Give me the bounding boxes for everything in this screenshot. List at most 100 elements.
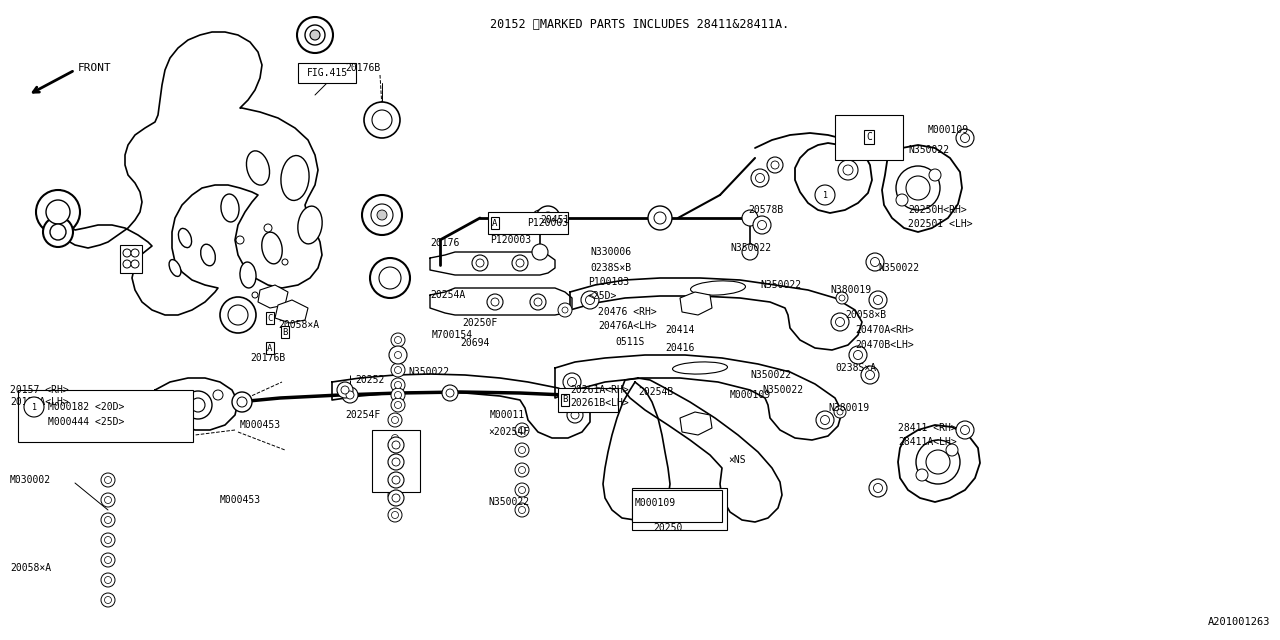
Circle shape: [838, 295, 845, 301]
Circle shape: [512, 255, 529, 271]
Text: A201001263: A201001263: [1207, 617, 1270, 627]
Text: 20414: 20414: [666, 325, 694, 335]
Ellipse shape: [169, 260, 180, 276]
Circle shape: [101, 593, 115, 607]
Circle shape: [865, 371, 874, 380]
Text: 1: 1: [32, 403, 37, 412]
Circle shape: [956, 129, 974, 147]
Circle shape: [767, 157, 783, 173]
Circle shape: [916, 440, 960, 484]
Circle shape: [869, 291, 887, 309]
Circle shape: [849, 346, 867, 364]
Circle shape: [46, 200, 70, 224]
Circle shape: [105, 536, 111, 543]
Text: 0238S×B: 0238S×B: [590, 263, 631, 273]
Ellipse shape: [280, 156, 308, 200]
Circle shape: [820, 415, 829, 424]
Circle shape: [869, 479, 887, 497]
Circle shape: [476, 259, 484, 267]
Text: 1: 1: [823, 191, 827, 200]
Circle shape: [101, 493, 115, 507]
Circle shape: [650, 496, 675, 520]
Text: M700154: M700154: [433, 330, 474, 340]
Circle shape: [388, 454, 404, 470]
Text: 20250F: 20250F: [462, 318, 497, 328]
Text: 20058×A: 20058×A: [278, 320, 319, 330]
Circle shape: [392, 476, 401, 484]
Circle shape: [394, 351, 402, 358]
Circle shape: [657, 502, 668, 514]
Circle shape: [534, 298, 541, 306]
Circle shape: [123, 260, 131, 268]
Circle shape: [896, 194, 908, 206]
Circle shape: [541, 212, 554, 224]
Circle shape: [392, 417, 398, 424]
Circle shape: [237, 397, 247, 407]
Text: 20694: 20694: [460, 338, 489, 348]
Circle shape: [282, 259, 288, 265]
Text: 20250: 20250: [653, 523, 682, 533]
Circle shape: [563, 373, 581, 391]
Circle shape: [394, 337, 402, 344]
Circle shape: [518, 447, 526, 454]
Text: 20254F: 20254F: [346, 410, 380, 420]
Circle shape: [896, 166, 940, 210]
Text: FIG.415: FIG.415: [306, 68, 348, 78]
Circle shape: [873, 296, 882, 305]
Text: M000182 <20D>: M000182 <20D>: [49, 402, 124, 412]
Bar: [632, 490, 722, 522]
Text: 28411A<LH>: 28411A<LH>: [899, 437, 956, 447]
Text: N350022: N350022: [908, 145, 950, 155]
Circle shape: [392, 492, 398, 499]
Circle shape: [442, 385, 458, 401]
Text: N350022: N350022: [878, 263, 919, 273]
Text: P120003: P120003: [527, 218, 568, 228]
Circle shape: [558, 303, 572, 317]
Circle shape: [742, 210, 758, 226]
Circle shape: [44, 217, 73, 247]
Text: N350022: N350022: [760, 280, 801, 290]
Circle shape: [751, 169, 769, 187]
Circle shape: [588, 388, 608, 408]
Text: N350022: N350022: [408, 367, 449, 377]
Circle shape: [394, 367, 402, 374]
Circle shape: [105, 477, 111, 483]
Ellipse shape: [690, 281, 745, 295]
Circle shape: [571, 411, 579, 419]
Circle shape: [390, 348, 404, 362]
Circle shape: [817, 411, 835, 429]
Circle shape: [771, 161, 780, 169]
Circle shape: [585, 296, 594, 305]
Circle shape: [742, 244, 758, 260]
Circle shape: [654, 212, 666, 224]
Polygon shape: [680, 292, 712, 315]
Circle shape: [518, 426, 526, 433]
Circle shape: [925, 450, 950, 474]
Text: 20252: 20252: [355, 375, 384, 385]
Circle shape: [191, 398, 205, 412]
Circle shape: [101, 533, 115, 547]
Text: C: C: [867, 132, 872, 142]
Text: 20261B<LH>: 20261B<LH>: [570, 398, 628, 408]
Circle shape: [960, 426, 969, 435]
Text: 28411 <RH>: 28411 <RH>: [899, 423, 956, 433]
Circle shape: [581, 291, 599, 309]
Circle shape: [264, 224, 273, 232]
Text: 20451: 20451: [540, 215, 570, 225]
Circle shape: [515, 423, 529, 437]
Circle shape: [392, 458, 401, 466]
Text: N350022: N350022: [750, 370, 791, 380]
Circle shape: [101, 573, 115, 587]
Text: 20250I <LH>: 20250I <LH>: [908, 219, 973, 229]
Circle shape: [337, 382, 353, 398]
Ellipse shape: [262, 232, 282, 264]
Circle shape: [232, 392, 252, 412]
Text: ×20254F: ×20254F: [488, 427, 529, 437]
Text: C: C: [268, 314, 273, 323]
Text: 20254B: 20254B: [637, 387, 673, 397]
Circle shape: [831, 313, 849, 331]
Circle shape: [340, 386, 349, 394]
Circle shape: [515, 463, 529, 477]
Circle shape: [105, 497, 111, 504]
Text: FRONT: FRONT: [78, 63, 111, 73]
